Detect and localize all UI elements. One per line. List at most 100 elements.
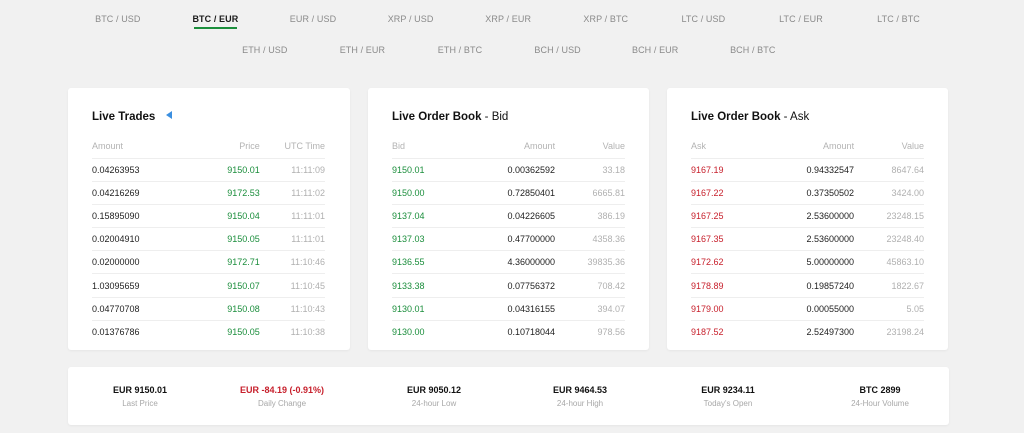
trade-time: 11:11:09 bbox=[259, 157, 325, 182]
pair-tab-xrp-btc[interactable]: XRP / BTC bbox=[583, 14, 629, 24]
bid-price: 9150.00 bbox=[392, 180, 462, 205]
column-header-amount: Amount bbox=[92, 140, 124, 151]
table-row: 1.03095659 9150.07 11:10:45 bbox=[92, 273, 325, 298]
bid-amount: 0.10718044 bbox=[461, 319, 556, 344]
ask-value: 3424.00 bbox=[854, 180, 924, 205]
ask-price: 9167.35 bbox=[691, 227, 761, 251]
column-header-utc-time: UTC Time bbox=[284, 140, 326, 151]
pair-tab-ltc-btc[interactable]: LTC / BTC bbox=[877, 14, 920, 24]
order-book-bid-title: Live Order Book - Bid bbox=[392, 111, 509, 123]
trade-time: 11:11:01 bbox=[259, 227, 325, 251]
ask-price: 9172.62 bbox=[691, 250, 761, 274]
live-indicator-icon[interactable] bbox=[166, 111, 173, 119]
table-row: 9167.22 0.37350502 3424.00 bbox=[691, 180, 924, 205]
stat-24-hour-high: EUR 9464.53 24-hour High bbox=[510, 385, 650, 408]
table-row: 9133.38 0.07756372 708.42 bbox=[392, 273, 625, 298]
bid-price: 9130.01 bbox=[392, 296, 462, 321]
pair-tab-bch-usd[interactable]: BCH / USD bbox=[534, 45, 581, 55]
trade-amount: 0.04263953 bbox=[92, 157, 186, 182]
pair-tab-eth-eur[interactable]: ETH / EUR bbox=[339, 45, 386, 55]
pair-tab-eth-usd[interactable]: ETH / USD bbox=[242, 45, 288, 55]
pair-tab-eth-btc[interactable]: ETH / BTC bbox=[437, 45, 483, 55]
pair-tab-eur-usd[interactable]: EUR / USD bbox=[289, 14, 337, 24]
ask-value: 23198.24 bbox=[854, 319, 924, 344]
table-row: 9130.00 0.10718044 978.56 bbox=[392, 319, 625, 344]
trade-time: 11:10:46 bbox=[259, 250, 325, 274]
bid-value: 4358.36 bbox=[555, 227, 625, 251]
ask-value: 23248.40 bbox=[854, 227, 924, 251]
trade-price: 9172.53 bbox=[185, 180, 260, 205]
table-row: 0.15895090 9150.04 11:11:01 bbox=[92, 203, 325, 228]
bid-amount: 0.72850401 bbox=[461, 180, 556, 205]
bid-value: 33.18 bbox=[555, 157, 625, 182]
trade-amount: 0.15895090 bbox=[92, 203, 186, 228]
table-row: 0.04263953 9150.01 11:11:09 bbox=[92, 157, 325, 182]
ask-amount: 5.00000000 bbox=[760, 250, 855, 274]
bid-amount: 0.04316155 bbox=[461, 296, 556, 321]
order-book-bid-card: Live Order Book - Bid Bid Amount Value 9… bbox=[368, 88, 649, 350]
stat-label: 24-hour High bbox=[556, 399, 604, 408]
bid-amount: 0.07756372 bbox=[461, 273, 556, 298]
ask-value: 8647.64 bbox=[854, 157, 924, 182]
stat-label: Daily Change bbox=[257, 399, 307, 408]
ask-value: 1822.67 bbox=[854, 273, 924, 298]
currency-pairs-row-2: ETH / USD ETH / EUR ETH / BTC BCH / USD BCH … bbox=[216, 43, 802, 59]
ask-price: 9167.22 bbox=[691, 180, 761, 205]
bid-amount: 0.04226605 bbox=[461, 203, 556, 228]
ask-value: 23248.15 bbox=[854, 203, 924, 228]
table-row: 9167.19 0.94332547 8647.64 bbox=[691, 157, 924, 182]
trade-amount: 1.03095659 bbox=[92, 273, 186, 298]
market-stats-bar: EUR 9150.01 Last Price EUR -84.19 (-0.91%)… bbox=[68, 367, 949, 425]
trade-price: 9150.08 bbox=[185, 296, 260, 321]
table-row: 9137.03 0.47700000 4358.36 bbox=[392, 227, 625, 251]
pair-tab-xrp-eur[interactable]: XRP / EUR bbox=[485, 14, 532, 24]
table-row: 9167.35 2.53600000 23248.40 bbox=[691, 227, 924, 251]
ask-amount: 0.94332547 bbox=[760, 157, 855, 182]
table-row: 0.02000000 9172.71 11:10:46 bbox=[92, 250, 325, 274]
trade-time: 11:11:02 bbox=[259, 180, 325, 205]
live-trades-table: Amount Price UTC Time 0.04263953 9150.01 1… bbox=[92, 134, 325, 344]
trade-time: 11:10:43 bbox=[259, 296, 325, 321]
trade-amount: 0.02000000 bbox=[92, 250, 186, 274]
ask-price: 9187.52 bbox=[691, 319, 761, 344]
table-row: 9137.04 0.04226605 386.19 bbox=[392, 203, 625, 228]
bid-price: 9137.04 bbox=[392, 203, 462, 228]
table-row: 9130.01 0.04316155 394.07 bbox=[392, 296, 625, 321]
column-header-price: Price bbox=[239, 140, 260, 151]
stat-value: EUR -84.19 (-0.91%) bbox=[239, 385, 325, 395]
order-book-ask-card: Live Order Book - Ask Ask Amount Value 9… bbox=[667, 88, 948, 350]
bid-value: 394.07 bbox=[555, 296, 625, 321]
stat-value: EUR 9050.12 bbox=[406, 385, 462, 395]
ask-amount: 0.19857240 bbox=[760, 273, 855, 298]
pair-tab-bch-eur[interactable]: BCH / EUR bbox=[631, 45, 679, 55]
stat-label: 24-hour Low bbox=[411, 399, 457, 408]
pair-tab-btc-eur[interactable]: BTC / EUR bbox=[167, 12, 265, 29]
stat-24-hour-volume: BTC 2899 24-Hour Volume bbox=[810, 385, 950, 408]
ask-amount: 0.00055000 bbox=[760, 296, 855, 321]
bid-price: 9137.03 bbox=[392, 227, 462, 251]
bid-value: 6665.81 bbox=[555, 180, 625, 205]
order-book-bid-table: Bid Amount Value 9150.01 0.00362592 33.18 9… bbox=[392, 134, 625, 344]
table-row: 9178.89 0.19857240 1822.67 bbox=[691, 273, 924, 298]
ask-value: 5.05 bbox=[854, 296, 924, 321]
trade-price: 9150.01 bbox=[185, 157, 260, 182]
bid-value: 708.42 bbox=[555, 273, 625, 298]
pair-tab-bch-btc[interactable]: BCH / BTC bbox=[730, 45, 776, 55]
trade-price: 9150.07 bbox=[185, 273, 260, 298]
column-header-amount: Amount bbox=[823, 140, 855, 151]
table-row: 0.02004910 9150.05 11:11:01 bbox=[92, 227, 325, 251]
trade-amount: 0.02004910 bbox=[92, 227, 186, 251]
column-header-value: Value bbox=[901, 140, 924, 151]
order-book-ask-title: Live Order Book - Ask bbox=[691, 111, 810, 123]
pair-tab-btc-usd[interactable]: BTC / USD bbox=[95, 14, 141, 24]
stat-24-hour-low: EUR 9050.12 24-hour Low bbox=[364, 385, 504, 408]
pair-tab-ltc-eur[interactable]: LTC / EUR bbox=[779, 14, 823, 24]
stat-value: EUR 9150.01 bbox=[112, 385, 168, 395]
pair-tab-xrp-usd[interactable]: XRP / USD bbox=[387, 14, 434, 24]
bid-price: 9130.00 bbox=[392, 319, 462, 344]
pair-tab-ltc-usd[interactable]: LTC / USD bbox=[681, 14, 726, 24]
table-row: 0.04770708 9150.08 11:10:43 bbox=[92, 296, 325, 321]
bid-value: 978.56 bbox=[555, 319, 625, 344]
ask-price: 9178.89 bbox=[691, 273, 761, 298]
bid-value: 39835.36 bbox=[555, 250, 625, 274]
